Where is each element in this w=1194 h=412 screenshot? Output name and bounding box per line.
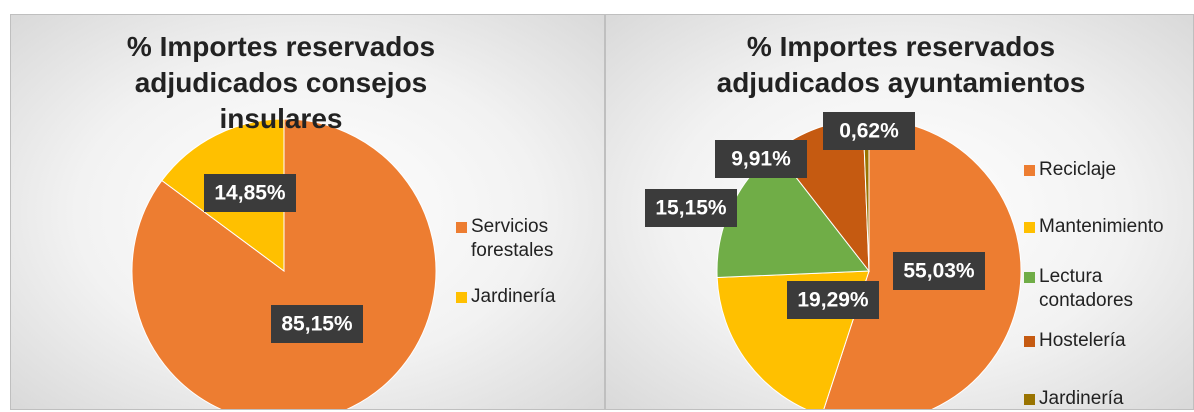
data-label: 9,91% xyxy=(731,148,791,171)
data-label: 14,85% xyxy=(214,182,286,205)
chart-title: % Importes reservados adjudicados consej… xyxy=(126,31,436,134)
legend-swatch xyxy=(1024,165,1035,176)
legend-swatch xyxy=(1024,394,1035,405)
data-label-box xyxy=(271,305,363,343)
legend-label: Lectura contadores xyxy=(1039,266,1134,311)
legend-label: Reciclaje xyxy=(1039,159,1117,180)
data-label-box xyxy=(204,174,296,212)
legend-item: Jardinería xyxy=(1024,387,1193,409)
legend-item: Reciclaje xyxy=(1024,158,1193,182)
legend-item: Servicios forestales xyxy=(456,215,604,263)
data-label: 19,29% xyxy=(797,289,869,312)
legend-item: Jardinería xyxy=(456,285,604,309)
legend-swatch xyxy=(1024,336,1035,347)
legend-item: Hostelería xyxy=(1024,329,1193,353)
data-label-box xyxy=(645,189,737,227)
data-label: 55,03% xyxy=(903,260,975,283)
legend-item: Mantenimiento xyxy=(1024,215,1193,239)
pie-chart: 85,15% 14,85% xyxy=(131,118,437,409)
legend-swatch xyxy=(1024,272,1035,283)
legend-swatch xyxy=(1024,222,1035,233)
data-label: 15,15% xyxy=(655,197,727,220)
legend-label: Jardinería xyxy=(471,286,556,307)
legend-label: Mantenimiento xyxy=(1039,216,1164,237)
data-label-box xyxy=(787,281,879,319)
legend-label: Jardinería xyxy=(1039,388,1124,409)
legend-swatch xyxy=(456,222,467,233)
data-label: 0,62% xyxy=(839,120,899,143)
data-label: 85,15% xyxy=(281,313,353,336)
data-label-box xyxy=(715,140,807,178)
pie-chart: 55,03% 19,29% 15,15% 9,91% 0,62% xyxy=(645,112,1022,409)
legend-label: Servicios forestales xyxy=(471,216,554,261)
legend-label: Hostelería xyxy=(1039,330,1126,351)
data-label-box xyxy=(823,112,915,150)
legend-item: Lectura contadores xyxy=(1024,265,1193,313)
data-label-box xyxy=(893,252,985,290)
chart-title: % Importes reservados adjudicados ayunta… xyxy=(716,31,1086,98)
chart-panel: 85,15% 14,85% Servicios forestales Jardiner… xyxy=(10,14,605,410)
legend-swatch xyxy=(456,292,467,303)
chart-panel: 55,03% 19,29% 15,15% 9,91% 0,62% Reciclaje Man… xyxy=(605,14,1194,410)
